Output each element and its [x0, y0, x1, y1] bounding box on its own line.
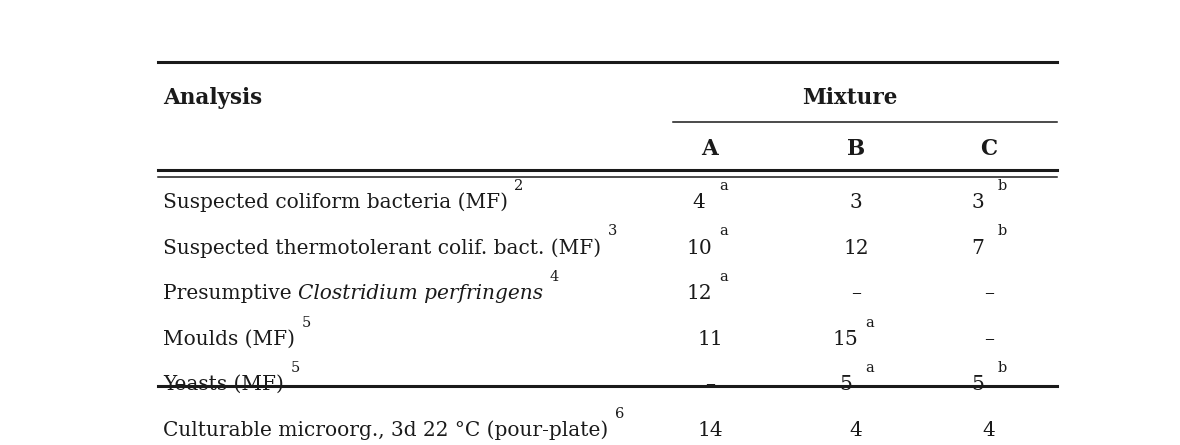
- Text: a: a: [720, 179, 728, 193]
- Text: 5: 5: [971, 375, 984, 394]
- Text: Analysis: Analysis: [163, 87, 262, 109]
- Text: 15: 15: [832, 330, 858, 349]
- Text: a: a: [866, 361, 874, 375]
- Text: b: b: [998, 179, 1008, 193]
- Text: –: –: [704, 375, 715, 394]
- Text: 2: 2: [514, 179, 524, 193]
- Text: 5: 5: [839, 375, 852, 394]
- Text: 12: 12: [686, 284, 712, 303]
- Text: Culturable microorg., 3d 22 °C (pour-plate): Culturable microorg., 3d 22 °C (pour-pla…: [163, 421, 615, 440]
- Text: 6: 6: [615, 407, 624, 421]
- Text: Suspected thermotolerant colif. bact. (MF): Suspected thermotolerant colif. bact. (M…: [163, 238, 608, 258]
- Text: –: –: [984, 330, 994, 349]
- Text: Yeasts (MF): Yeasts (MF): [163, 375, 290, 394]
- Text: 7: 7: [971, 239, 984, 258]
- Text: Mixture: Mixture: [801, 87, 897, 109]
- Text: 3: 3: [971, 193, 984, 212]
- Text: 3: 3: [608, 224, 617, 239]
- Text: 4: 4: [983, 421, 995, 440]
- Text: Suspected coliform bacteria (MF): Suspected coliform bacteria (MF): [163, 193, 514, 212]
- Text: –: –: [851, 284, 861, 303]
- Text: 12: 12: [844, 239, 868, 258]
- Text: Moulds (MF): Moulds (MF): [163, 330, 301, 349]
- Text: 5: 5: [290, 361, 300, 375]
- Text: a: a: [720, 270, 728, 284]
- Text: 10: 10: [686, 239, 712, 258]
- Text: Presumptive: Presumptive: [163, 284, 299, 303]
- Text: b: b: [998, 224, 1008, 239]
- Text: B: B: [847, 138, 865, 160]
- Text: 11: 11: [697, 330, 723, 349]
- Text: 5: 5: [301, 316, 310, 330]
- Text: A: A: [702, 138, 719, 160]
- Text: a: a: [866, 316, 874, 330]
- Text: 14: 14: [697, 421, 722, 440]
- Text: 4: 4: [850, 421, 863, 440]
- Text: 3: 3: [850, 193, 863, 212]
- Text: C: C: [981, 138, 997, 160]
- Text: –: –: [984, 284, 994, 303]
- Text: 4: 4: [550, 270, 559, 284]
- Text: 4: 4: [693, 193, 706, 212]
- Text: Clostridium perfringens: Clostridium perfringens: [299, 284, 543, 303]
- Text: a: a: [720, 224, 728, 239]
- Text: b: b: [998, 361, 1008, 375]
